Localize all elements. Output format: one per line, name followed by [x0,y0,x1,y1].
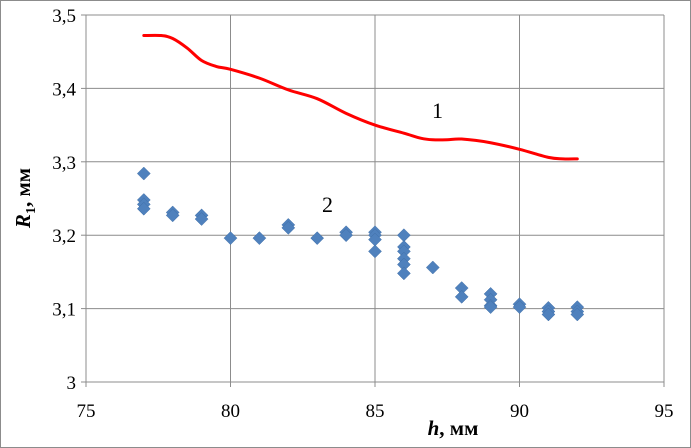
series-2-point [397,266,411,281]
y-tick-label: 3,1 [52,300,76,321]
y-axis-label: R1, мм [11,168,39,229]
y-tick-label: 3,4 [52,79,76,100]
x-tick-label: 80 [221,401,240,422]
y-tick-label: 3,2 [52,226,76,247]
y-axis-var: R [11,214,35,229]
series-2-point [136,166,151,181]
series-2-point [194,212,209,226]
y-axis-unit: , мм [11,168,35,207]
series-2-point [397,228,411,243]
series-2-point [454,290,469,304]
x-axis-unit: , мм [439,416,478,440]
series-2-point [541,307,556,322]
series-2-point [310,231,325,245]
y-tick-label: 3 [67,373,77,394]
x-tick-label: 75 [77,401,96,422]
series-2-point [223,231,238,245]
axes [81,14,665,387]
y-axis-subscript: 1 [24,207,39,214]
x-tick-label: 85 [366,401,385,422]
series-2-points-group [136,166,585,322]
x-tick-labels: 75 80 85 90 95 [77,401,674,422]
series-2-point [368,244,382,259]
series-2-point [165,208,180,223]
series-2-point [281,221,296,235]
series-2-point [425,260,440,275]
curve-label-2: 2 [322,192,333,217]
series-2-point [570,307,585,322]
x-axis-label: h, мм [428,416,479,440]
series-2-point [252,231,267,245]
x-tick-label: 90 [510,401,529,422]
x-axis-var: h [428,416,440,440]
series-2-point [483,300,498,314]
series-1-line [142,33,579,161]
y-tick-label: 3,5 [52,6,76,27]
y-tick-labels: 3 3,1 3,2 3,3 3,4 3,5 [52,6,76,394]
curve-label-1: 1 [432,98,443,123]
grid-lines [86,14,665,382]
x-tick-label: 95 [655,401,674,422]
series-2-point [512,300,527,314]
series-2-point [339,228,353,243]
series-1-line-group [142,33,579,161]
y-tick-label: 3,3 [52,153,76,174]
series-2-point [136,201,151,216]
